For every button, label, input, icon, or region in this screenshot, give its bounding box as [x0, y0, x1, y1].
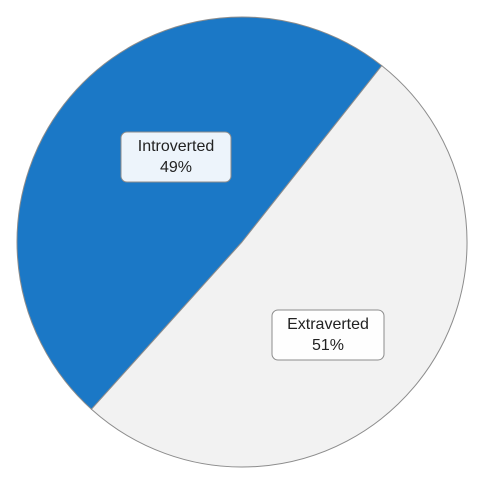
- data-label-extraverted: Extraverted 51%: [271, 309, 385, 361]
- pie-slice-extraverted: [90, 64, 468, 468]
- data-label-value: 49%: [160, 159, 192, 176]
- pie-slice-introverted: [16, 16, 383, 410]
- data-label-introverted: Introverted 49%: [120, 131, 232, 183]
- data-label-category: Introverted: [138, 138, 214, 155]
- data-label-value: 51%: [312, 337, 344, 354]
- data-label-box: [120, 131, 232, 183]
- pie-slices: [16, 16, 468, 468]
- pie-labels: Introverted 49% Extraverted 51%: [120, 131, 385, 361]
- data-label-box: [271, 309, 385, 361]
- data-label-category: Extraverted: [287, 316, 369, 333]
